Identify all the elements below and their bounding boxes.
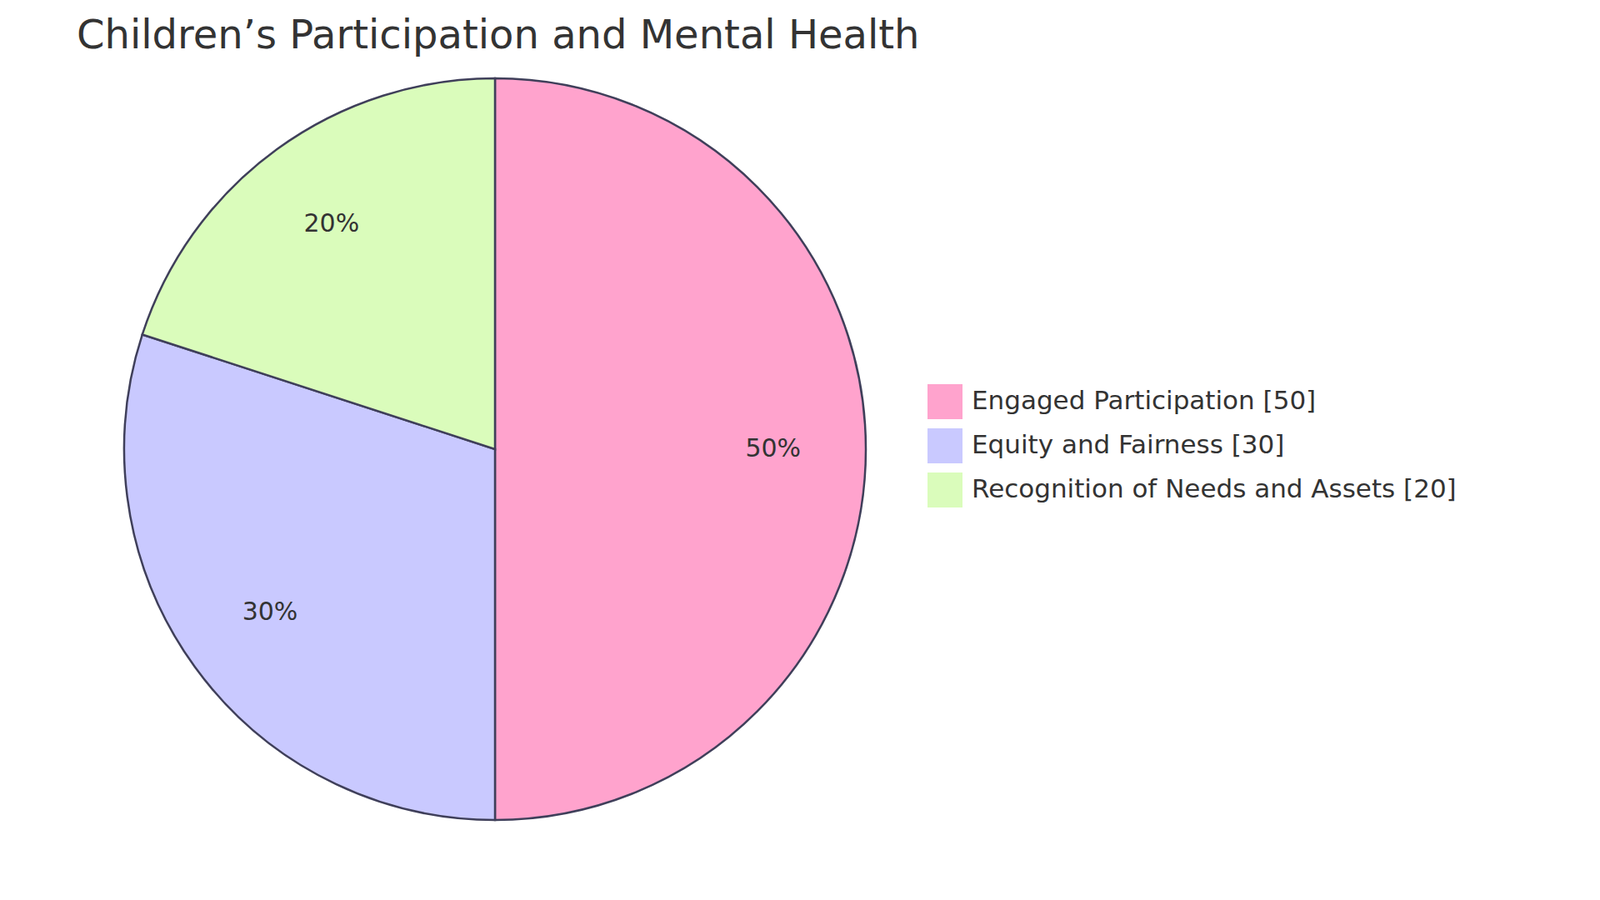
data-label: 20% xyxy=(303,207,360,237)
legend-swatch xyxy=(926,427,964,465)
pie-slice xyxy=(495,78,866,820)
data-label: 30% xyxy=(242,596,299,626)
legend-label: Equity and Fairness [30] xyxy=(971,429,1285,460)
legend-swatch xyxy=(926,471,964,509)
legend-swatch xyxy=(926,383,964,420)
data-labels: 50% 30% 20% xyxy=(242,207,801,625)
legend-label: Engaged Participation [50] xyxy=(971,385,1316,415)
legend-item: Recognition of Needs and Assets [20] xyxy=(926,471,1457,509)
chart: Children’s Participation and Mental Heal… xyxy=(0,0,1600,900)
data-label: 50% xyxy=(745,433,801,463)
title: Children’s Participation and Mental Heal… xyxy=(76,10,920,58)
legend-label: Recognition of Needs and Assets [20] xyxy=(971,473,1457,504)
legend-item: Engaged Participation [50] xyxy=(926,383,1316,420)
pie xyxy=(124,78,866,820)
pie-slice xyxy=(142,78,495,450)
legend-item: Equity and Fairness [30] xyxy=(926,427,1285,465)
legend: Engaged Participation [50] Equity and Fai… xyxy=(926,383,1457,509)
